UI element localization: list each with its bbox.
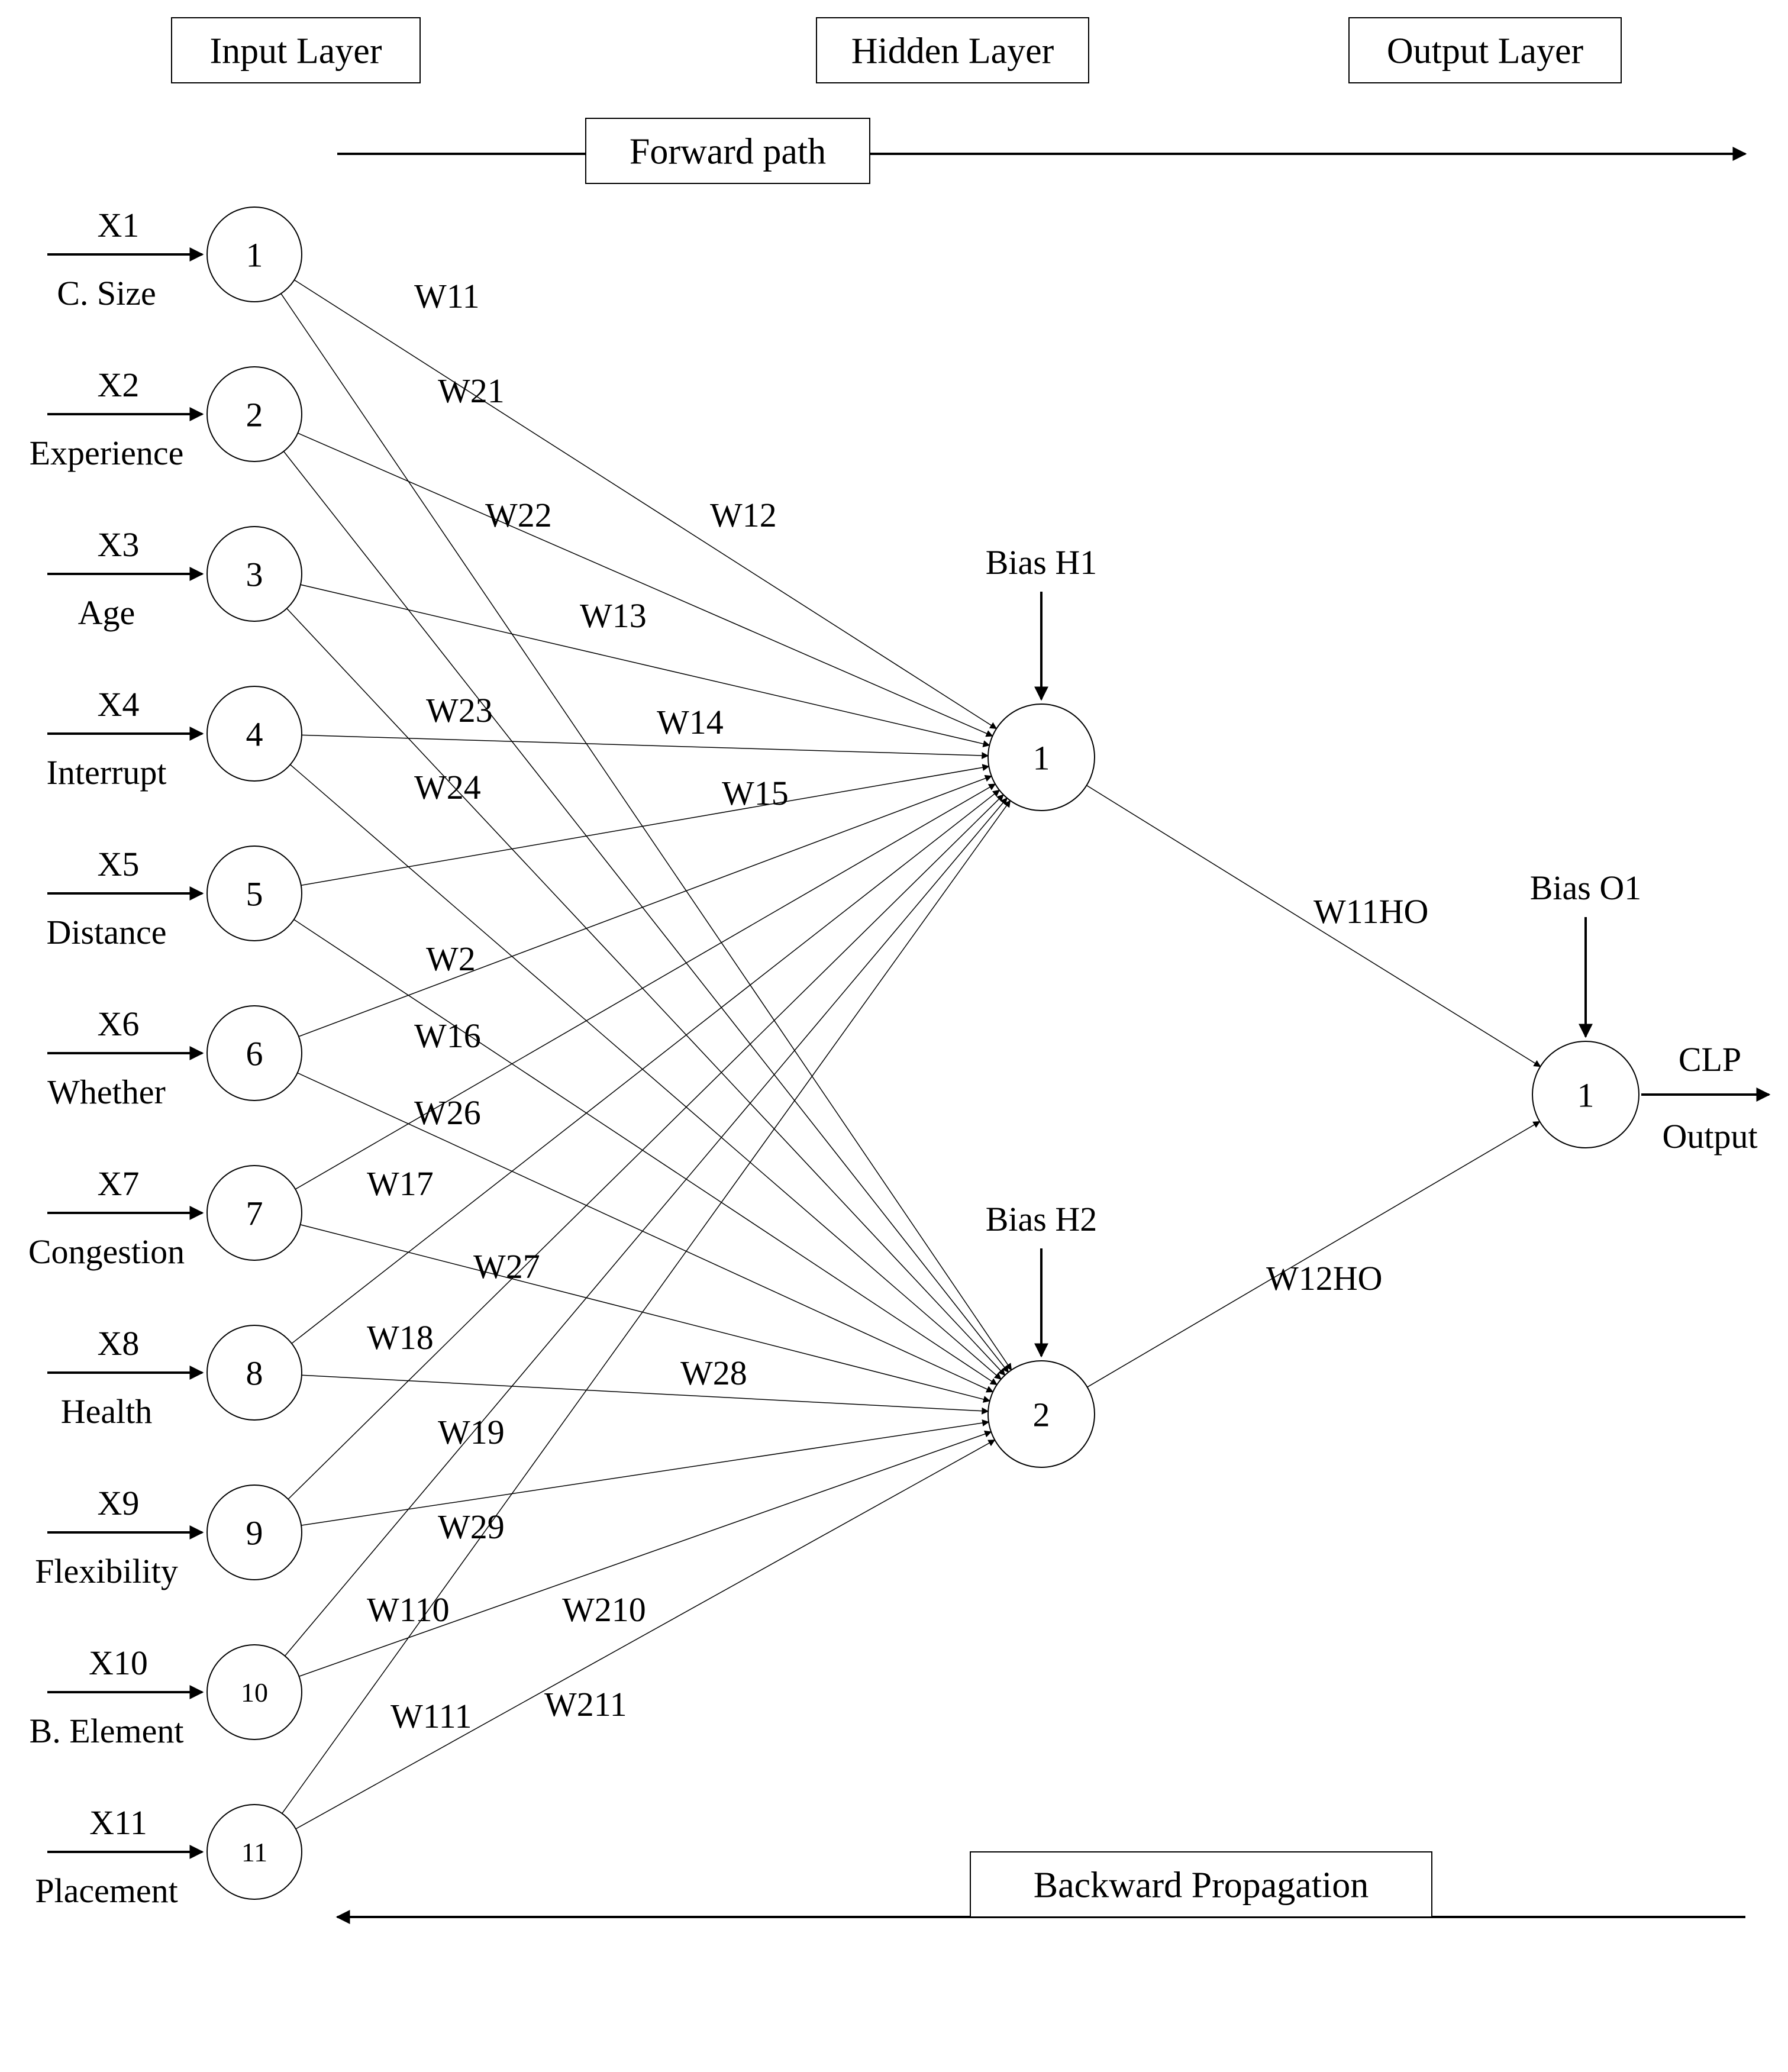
edge-in8-h2 — [302, 1375, 988, 1411]
xlabel-in8: Health — [61, 1392, 153, 1431]
xlabel-in4: Interrupt — [47, 753, 167, 792]
edge-in5-h1 — [301, 766, 989, 885]
edge-in7-h2 — [301, 1225, 990, 1401]
xvar-in3: X3 — [98, 525, 140, 564]
backward-box-label: Backward Propagation — [1034, 1866, 1369, 1906]
xvar-in1: X1 — [98, 206, 140, 244]
input-node-num-in3: 3 — [246, 555, 263, 593]
weight-label: W13 — [580, 596, 647, 635]
edge-in5-h2 — [294, 919, 997, 1384]
input-node-num-in4: 4 — [246, 715, 263, 753]
edge-in11-h1 — [282, 801, 1011, 1813]
xvar-in4: X4 — [98, 685, 140, 724]
weight-label: W21 — [438, 372, 505, 410]
output-label-output: Output — [1662, 1117, 1757, 1156]
output-node-num: 1 — [1577, 1076, 1595, 1114]
xvar-in11: X11 — [89, 1803, 147, 1842]
output-layer-box-label: Output Layer — [1387, 31, 1584, 72]
edge-in2-h2 — [283, 451, 1008, 1372]
weight-label: W27 — [473, 1247, 540, 1286]
edge-in1-h1 — [294, 280, 996, 728]
weight-label: W29 — [438, 1508, 505, 1546]
xlabel-in11: Placement — [35, 1871, 178, 1910]
weight-label: W18 — [367, 1318, 434, 1357]
xlabel-in2: Experience — [30, 434, 184, 472]
output-label-clp: CLP — [1679, 1040, 1741, 1079]
input-node-num-in7: 7 — [246, 1194, 263, 1232]
weight-label: W23 — [426, 691, 493, 730]
input-node-num-in1: 1 — [246, 235, 263, 274]
edge-in10-h2 — [299, 1432, 991, 1676]
weight-label: W2 — [426, 940, 476, 978]
input-node-num-in5: 5 — [246, 874, 263, 913]
bias-label-h2: Bias H2 — [986, 1200, 1098, 1238]
input-node-num-in2: 2 — [246, 395, 263, 434]
weight-label: W210 — [562, 1590, 646, 1629]
edge-h2-o1 — [1087, 1122, 1540, 1387]
input-node-num-in10: 10 — [241, 1677, 268, 1708]
edge-in4-h2 — [291, 764, 1001, 1379]
bias-label-o1: Bias O1 — [1530, 869, 1642, 907]
weight-label: W11 — [414, 277, 480, 315]
xlabel-in7: Congestion — [28, 1232, 185, 1271]
xlabel-in1: C. Size — [57, 274, 156, 312]
weight-label: W14 — [657, 703, 724, 741]
edge-in10-h1 — [285, 798, 1008, 1656]
input-layer-box-label: Input Layer — [210, 31, 382, 72]
weight-label: W12 — [710, 496, 777, 534]
xvar-in10: X10 — [89, 1644, 148, 1682]
weight-label: W17 — [367, 1164, 434, 1203]
xvar-in8: X8 — [98, 1324, 140, 1363]
weight-label: W12HO — [1266, 1259, 1383, 1298]
xvar-in2: X2 — [98, 366, 140, 404]
xlabel-in10: B. Element — [30, 1712, 184, 1750]
hidden-node-num-h2: 2 — [1033, 1395, 1050, 1434]
edge-in9-h2 — [301, 1422, 989, 1525]
weight-label: W11HO — [1313, 892, 1428, 931]
weight-label: W19 — [438, 1413, 505, 1451]
edge-in8-h1 — [292, 790, 999, 1343]
xlabel-in9: Flexibility — [35, 1552, 178, 1590]
xvar-in7: X7 — [98, 1164, 140, 1203]
weight-label: W16 — [414, 1016, 481, 1055]
weight-label: W22 — [485, 496, 552, 534]
input-node-num-in9: 9 — [246, 1513, 263, 1552]
xvar-in6: X6 — [98, 1005, 140, 1043]
input-node-num-in11: 11 — [241, 1837, 267, 1867]
weight-label: W110 — [367, 1590, 450, 1629]
xlabel-in6: Whether — [47, 1073, 166, 1111]
xlabel-in5: Distance — [47, 913, 167, 951]
weight-label: W211 — [544, 1685, 627, 1724]
edge-in1-h2 — [281, 293, 1012, 1370]
input-node-num-in6: 6 — [246, 1034, 263, 1073]
weight-label: W15 — [722, 774, 789, 812]
weight-label: W111 — [390, 1697, 472, 1735]
input-node-num-in8: 8 — [246, 1354, 263, 1392]
xvar-in5: X5 — [98, 845, 140, 883]
xlabel-in3: Age — [78, 593, 135, 632]
weight-label: W24 — [414, 768, 481, 806]
bias-label-h1: Bias H1 — [986, 543, 1098, 582]
edge-in7-h1 — [295, 784, 995, 1189]
edge-in2-h1 — [298, 433, 992, 736]
neural-network-diagram: Input Layer Hidden Layer Output Layer Forwa… — [0, 0, 1788, 2072]
edge-in6-h1 — [299, 776, 992, 1037]
edge-in11-h2 — [296, 1440, 995, 1829]
edge-in4-h1 — [302, 735, 988, 756]
hidden-layer-box-label: Hidden Layer — [851, 31, 1054, 72]
hidden-node-num-h1: 1 — [1033, 738, 1050, 777]
xvar-in9: X9 — [98, 1484, 140, 1522]
weight-label: W28 — [680, 1354, 747, 1392]
forward-path-box-label: Forward path — [630, 132, 826, 172]
weight-label: W26 — [414, 1093, 481, 1132]
